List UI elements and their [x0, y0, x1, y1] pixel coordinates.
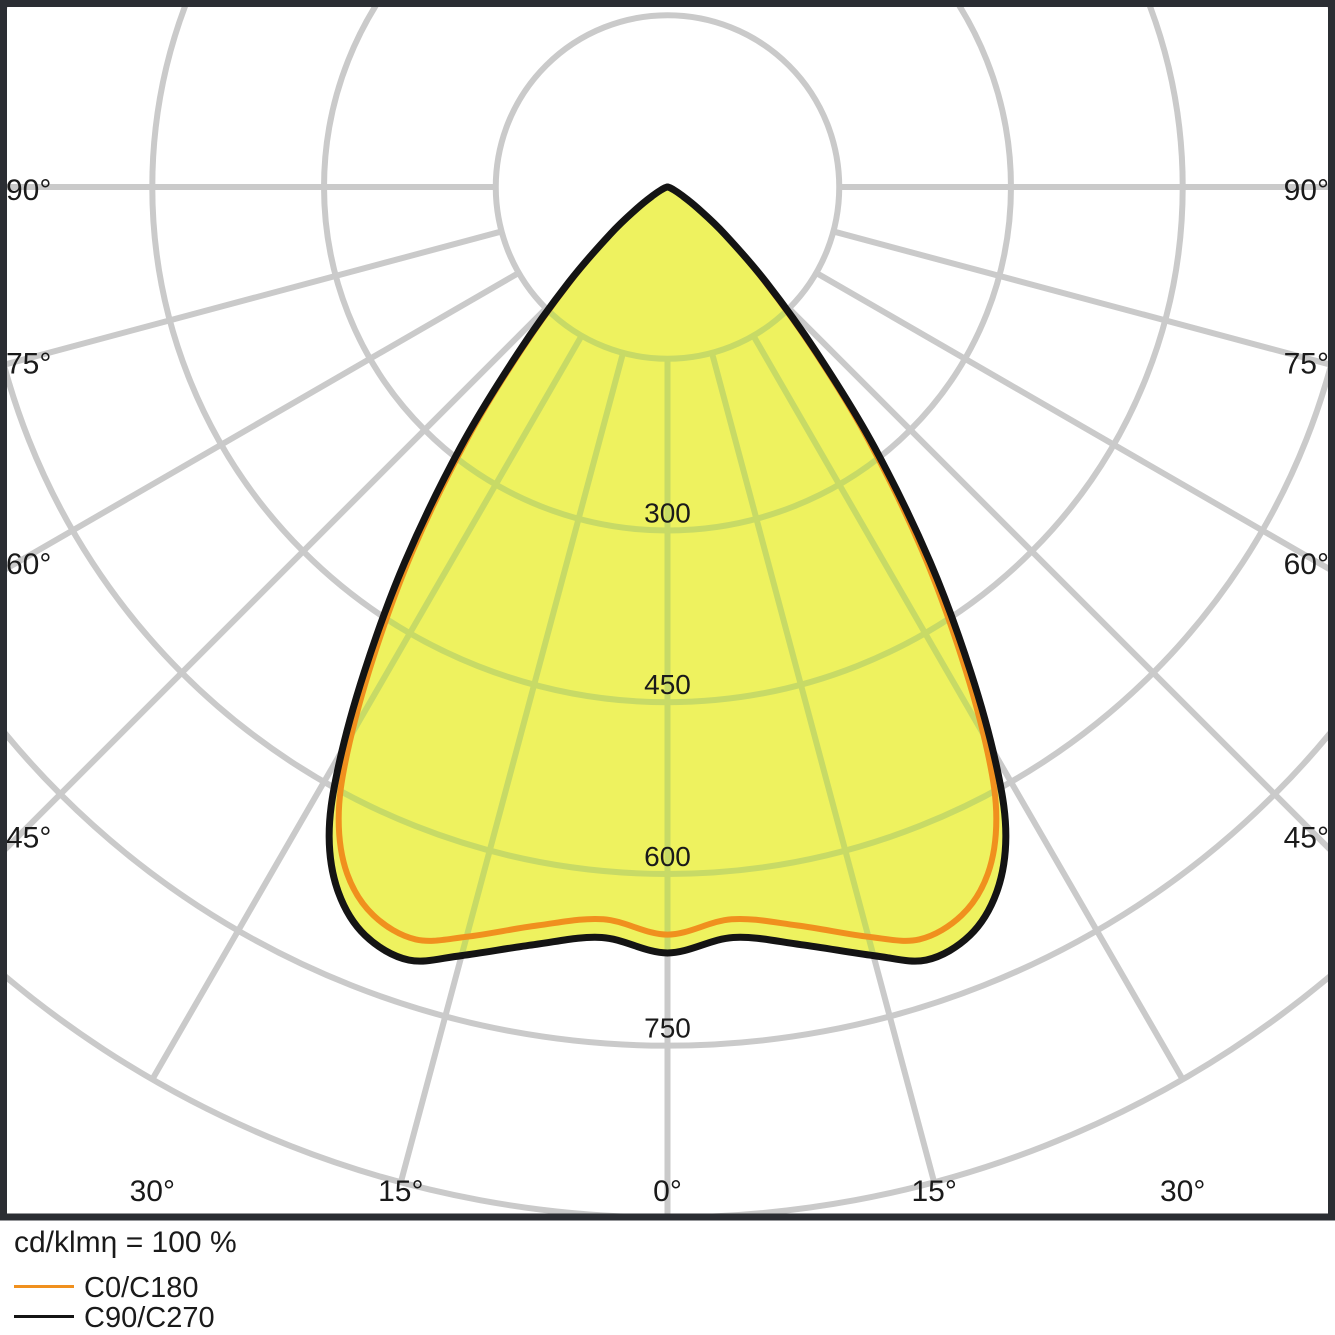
svg-text:45°: 45° [6, 822, 51, 855]
svg-text:60°: 60° [6, 548, 51, 581]
svg-text:15°: 15° [378, 1175, 423, 1208]
svg-text:450: 450 [644, 669, 691, 700]
svg-text:0°: 0° [653, 1175, 682, 1208]
svg-text:45°: 45° [1284, 822, 1329, 855]
svg-text:90°: 90° [6, 174, 51, 207]
svg-text:750: 750 [644, 1013, 691, 1044]
svg-text:90°: 90° [1284, 174, 1329, 207]
svg-text:600: 600 [644, 841, 691, 872]
svg-text:30°: 30° [130, 1175, 175, 1208]
svg-text:15°: 15° [912, 1175, 957, 1208]
svg-text:30°: 30° [1160, 1175, 1205, 1208]
svg-text:300: 300 [644, 498, 691, 529]
svg-text:75°: 75° [1284, 348, 1329, 381]
svg-text:75°: 75° [6, 348, 51, 381]
svg-text:60°: 60° [1284, 548, 1329, 581]
